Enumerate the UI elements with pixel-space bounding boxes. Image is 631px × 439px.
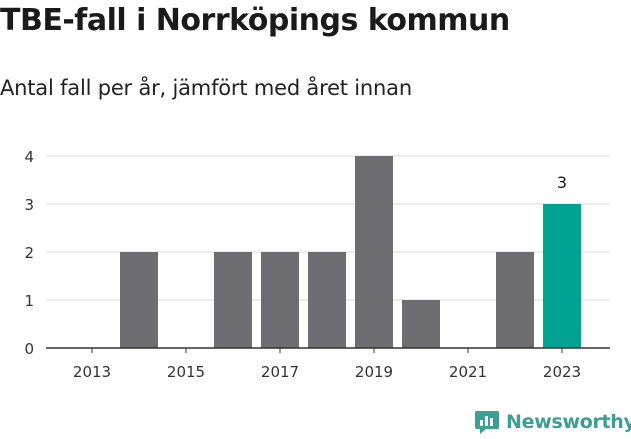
newsworthy-brand: Newsworthy (474, 406, 631, 438)
bar (261, 252, 299, 348)
bar (120, 252, 158, 348)
x-tick-label: 2019 (355, 363, 393, 381)
newsworthy-logo-icon (475, 411, 499, 434)
bar (496, 252, 534, 348)
x-tick-label: 2015 (167, 363, 205, 381)
bar (402, 300, 440, 348)
bar (308, 252, 346, 348)
y-tick-label: 4 (24, 148, 34, 166)
brand-name: Newsworthy (506, 411, 631, 433)
x-tick-label: 2021 (449, 363, 487, 381)
bar (355, 156, 393, 348)
data-label: 3 (557, 173, 567, 192)
bar (214, 252, 252, 348)
x-tick-label: 2017 (261, 363, 299, 381)
highlight-bar (543, 204, 581, 348)
y-tick-label: 1 (24, 292, 34, 310)
chart-title: TBE-fall i Norrköpings kommun (0, 3, 510, 38)
chart-subtitle: Antal fall per år, jämfört med året inna… (0, 76, 412, 100)
y-tick-label: 2 (24, 244, 34, 262)
x-tick-label: 2023 (543, 363, 581, 381)
y-tick-label: 0 (24, 340, 34, 358)
x-tick-label: 2013 (73, 363, 111, 381)
y-tick-label: 3 (24, 196, 34, 214)
